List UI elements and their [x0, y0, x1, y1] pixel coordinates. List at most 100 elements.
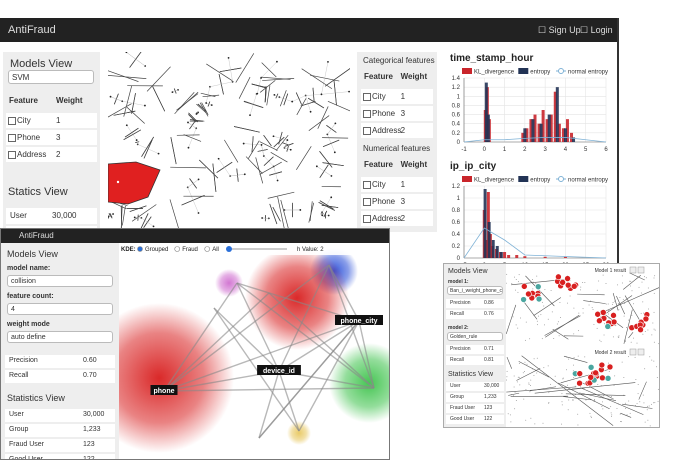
feature-name: Address: [372, 213, 402, 223]
radio[interactable]: [204, 246, 210, 252]
point: [518, 363, 520, 365]
cell-edge: [622, 403, 653, 409]
zoom-button[interactable]: [629, 348, 637, 356]
y-tick-label: 0.2: [452, 244, 461, 250]
checkbox[interactable]: [363, 180, 371, 189]
bar: [521, 132, 525, 142]
zoom-button[interactable]: [637, 348, 645, 356]
stat-value: 123: [484, 405, 493, 411]
edge: [358, 320, 375, 389]
checkbox[interactable]: [363, 92, 371, 101]
point: [562, 377, 564, 379]
stat-label: Precision: [9, 357, 38, 364]
point: [562, 378, 564, 380]
chart-title: ip_ip_city: [450, 161, 497, 172]
point: [536, 275, 538, 277]
checkbox[interactable]: [363, 197, 371, 206]
checkbox[interactable]: [363, 109, 371, 118]
y-tick-label: 1: [457, 196, 461, 202]
point: [543, 305, 545, 307]
cell-edge: [233, 126, 260, 133]
legend-swatch: [462, 68, 472, 74]
point: [622, 298, 624, 300]
bar: [572, 137, 576, 142]
point: [541, 338, 543, 340]
point: [530, 417, 532, 419]
nav-text[interactable]: Sign Up: [548, 25, 581, 35]
cell-edge: [152, 86, 166, 112]
bar: [565, 119, 569, 142]
point: [536, 324, 538, 326]
point: [604, 323, 612, 330]
table-row: Address 2: [361, 211, 433, 226]
radio-label: All: [212, 247, 219, 253]
edge: [298, 320, 360, 432]
cell-edge: [188, 112, 198, 123]
point: [558, 335, 560, 337]
point: [619, 296, 621, 298]
point: [610, 318, 618, 326]
cell-edge: [122, 205, 126, 226]
point: [649, 425, 651, 427]
stat-label: Group: [450, 394, 464, 400]
stat-label: Good User: [450, 416, 475, 422]
site: [333, 151, 336, 154]
x-tick-label: 0: [483, 147, 487, 153]
checkbox[interactable]: [8, 150, 16, 159]
cell-edge: [272, 206, 281, 222]
site: [217, 157, 220, 160]
checkbox[interactable]: [8, 116, 16, 125]
cell-edge: [263, 156, 274, 166]
select[interactable]: 4: [7, 303, 113, 315]
radio[interactable]: [137, 246, 143, 252]
point: [648, 405, 650, 407]
point: [551, 311, 553, 313]
brand[interactable]: AntiFraud: [19, 231, 54, 240]
bar: [563, 256, 567, 258]
brand[interactable]: AntiFraud: [8, 24, 56, 36]
feature-name: Phone: [372, 108, 396, 118]
nav-link[interactable]: ☐ Sign Up: [538, 25, 581, 35]
site: [286, 139, 289, 141]
cell-edge: [629, 272, 645, 281]
point: [628, 319, 630, 321]
point: [610, 312, 617, 319]
point: [637, 326, 644, 333]
point: [640, 292, 642, 294]
checkbox[interactable]: [363, 214, 371, 223]
cell-edge: [108, 199, 127, 210]
cell-edge: [623, 275, 641, 290]
point: [644, 368, 646, 370]
select[interactable]: Golden_rule: [447, 332, 503, 341]
point: [605, 303, 607, 305]
nav-text[interactable]: Login: [590, 25, 613, 35]
point: [556, 323, 558, 325]
point: [601, 406, 603, 408]
bar: [525, 128, 529, 142]
select[interactable]: auto define: [7, 331, 113, 343]
point: [528, 382, 530, 384]
select[interactable]: Ban_i_weight_phone_city: [447, 286, 503, 295]
site: [299, 209, 302, 211]
bar: [495, 246, 499, 258]
slider-knob[interactable]: [226, 246, 232, 252]
point: [509, 414, 511, 416]
cell-edge: [108, 213, 113, 219]
checkbox[interactable]: [8, 133, 16, 142]
radio[interactable]: [174, 246, 181, 252]
zoom-button[interactable]: [637, 266, 645, 274]
stat-row: Precision 0.71: [446, 345, 504, 354]
legend-label: entropy: [530, 178, 550, 184]
select[interactable]: collision: [7, 275, 113, 287]
point: [584, 356, 586, 358]
zoom-button[interactable]: [629, 266, 637, 274]
edge: [236, 282, 375, 389]
section-title: Models View: [7, 249, 58, 259]
point: [587, 363, 595, 371]
nav-link[interactable]: ☐ Login: [580, 25, 613, 35]
checkbox[interactable]: [363, 126, 371, 135]
point: [524, 339, 526, 341]
cell-edge: [558, 382, 610, 410]
point: [624, 402, 626, 404]
model-select[interactable]: SVM: [8, 70, 94, 84]
